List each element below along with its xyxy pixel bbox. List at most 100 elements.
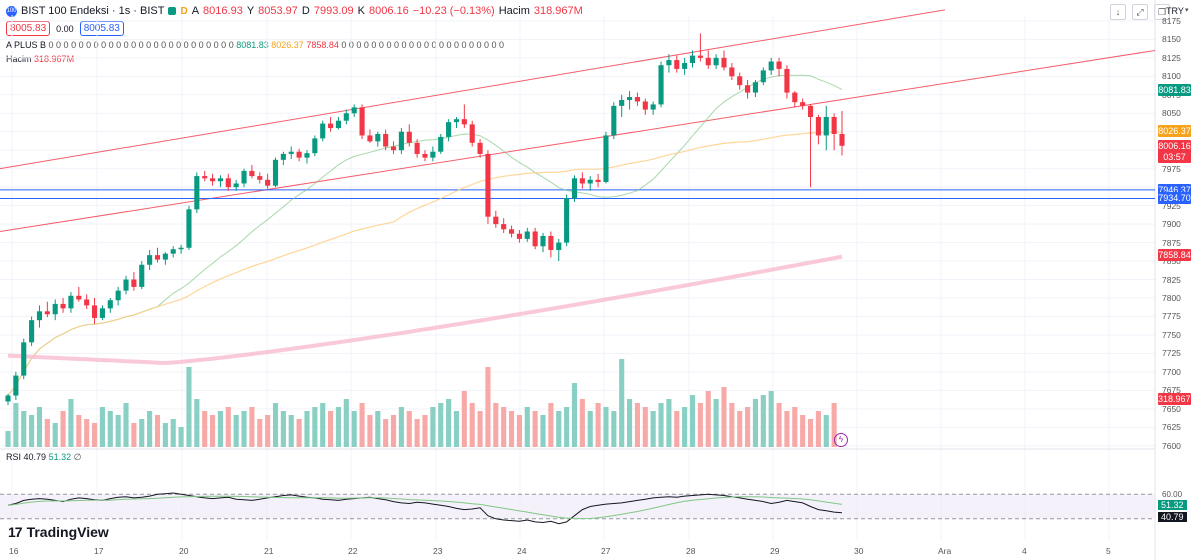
volume-bar bbox=[304, 411, 310, 447]
bid-button[interactable]: 8005.83 bbox=[6, 21, 51, 36]
volume-bar bbox=[44, 419, 50, 447]
volume-bar bbox=[713, 399, 719, 447]
candle-body bbox=[233, 183, 239, 188]
volume-bar bbox=[461, 391, 467, 447]
volume-bar bbox=[587, 411, 593, 447]
volume-bar bbox=[705, 391, 711, 447]
volume-row-value: 318.967M bbox=[34, 54, 75, 64]
candle-body bbox=[107, 300, 113, 309]
volume-bar bbox=[721, 387, 727, 447]
volume-indicator-row[interactable]: Hacim 318.967M bbox=[6, 54, 74, 64]
candle-body bbox=[579, 178, 585, 184]
volume-bar bbox=[280, 411, 286, 447]
candle-body bbox=[343, 113, 349, 121]
price-tick-label: 7900 bbox=[1162, 219, 1181, 230]
candle-body bbox=[745, 85, 751, 93]
currency-dropdown-icon[interactable]: ▾ bbox=[1185, 7, 1189, 14]
symbol-title[interactable]: BIST 100 Endeksi · 1s · BIST bbox=[21, 5, 165, 17]
volume-bar bbox=[328, 411, 334, 447]
volume-bar bbox=[611, 411, 617, 447]
ohlc-close: 8006.16 bbox=[368, 5, 409, 17]
candle-body bbox=[225, 178, 231, 188]
volume-bar bbox=[682, 407, 688, 447]
rsi-60-label: 60.00 bbox=[1162, 490, 1183, 499]
rsi-line bbox=[7, 492, 843, 525]
volume-bar bbox=[430, 407, 436, 447]
price-tag: 8006.16 bbox=[1158, 139, 1191, 152]
candle-body bbox=[178, 247, 184, 250]
price-tick-label: 8100 bbox=[1162, 71, 1181, 82]
volume-bar bbox=[689, 395, 696, 447]
maximize-icon[interactable]: ⤢ bbox=[1132, 4, 1148, 20]
brand[interactable]: 17 TradingView bbox=[8, 524, 109, 540]
rsi-zero: ∅ bbox=[73, 452, 82, 462]
bid-ask-row: 8005.83 0.00 8005.83 bbox=[6, 21, 124, 36]
candle-body bbox=[469, 124, 475, 143]
candle-body bbox=[508, 229, 515, 234]
price-tag: 03:57 bbox=[1158, 150, 1191, 163]
volume-bar bbox=[202, 411, 208, 447]
candle-body bbox=[241, 170, 247, 184]
candle-body bbox=[115, 290, 121, 301]
volume-bar bbox=[257, 419, 263, 447]
candle-body bbox=[815, 116, 821, 136]
channel-lower-line bbox=[0, 49, 1156, 232]
volume-bar bbox=[5, 431, 11, 447]
volume-bar bbox=[265, 415, 271, 447]
candle-body bbox=[768, 61, 774, 71]
volume-bar bbox=[154, 415, 161, 447]
arrow-down-icon[interactable]: ↓ bbox=[1110, 4, 1126, 20]
candle-body bbox=[60, 303, 66, 309]
candle-body bbox=[280, 153, 286, 160]
volume-bar bbox=[831, 403, 837, 447]
ask-button[interactable]: 8005.83 bbox=[79, 21, 124, 36]
volume-row-label: Hacim bbox=[6, 54, 32, 64]
candle-body bbox=[682, 63, 688, 69]
volume-bar bbox=[729, 403, 735, 447]
candle-body bbox=[532, 231, 538, 247]
candle-body bbox=[335, 120, 342, 129]
candle-body bbox=[29, 320, 35, 343]
candle-body bbox=[351, 107, 357, 114]
volume-bar bbox=[532, 411, 538, 447]
candle-body bbox=[131, 279, 137, 287]
volume-bar bbox=[343, 399, 349, 447]
currency-label[interactable]: TRY bbox=[1166, 6, 1184, 16]
volume-bar bbox=[634, 403, 640, 447]
candle-body bbox=[76, 295, 82, 300]
lightning-icon[interactable]: ϟ bbox=[834, 433, 848, 447]
volume-bar bbox=[438, 403, 444, 447]
rsi-label: RSI bbox=[6, 452, 22, 462]
candle-body bbox=[477, 142, 483, 154]
volume-bar bbox=[406, 411, 412, 447]
candle-body bbox=[406, 131, 412, 143]
rsi-header[interactable]: RSI 40.79 51.32 ∅ bbox=[6, 452, 81, 463]
candle-body bbox=[186, 209, 192, 248]
price-tick-label: 8050 bbox=[1162, 108, 1181, 119]
indicator-row[interactable]: A PLUS B 0 0 0 0 0 0 0 0 0 0 0 0 0 0 0 0… bbox=[6, 40, 504, 50]
candle-body bbox=[249, 170, 255, 177]
candle-body bbox=[674, 60, 680, 69]
volume-bar bbox=[556, 411, 562, 447]
candle-body bbox=[792, 92, 798, 103]
candle-body bbox=[784, 68, 790, 93]
volume-bar bbox=[76, 415, 82, 447]
volume-bar bbox=[351, 411, 357, 447]
volume-bar bbox=[516, 415, 522, 447]
price-tick-label: 7600 bbox=[1162, 440, 1181, 451]
candle-body bbox=[154, 255, 161, 260]
header-volume-value: 318.967M bbox=[533, 5, 583, 17]
candle-body bbox=[390, 146, 397, 151]
volume-bar bbox=[36, 407, 43, 447]
candle-body bbox=[170, 249, 176, 254]
candle-body bbox=[587, 179, 593, 184]
volume-bars bbox=[5, 359, 837, 447]
price-tick-label: 7650 bbox=[1162, 403, 1181, 414]
price-tick-label: 8125 bbox=[1162, 52, 1181, 63]
candle-body bbox=[752, 82, 759, 93]
volume-bar bbox=[21, 411, 27, 447]
candle-body bbox=[217, 178, 223, 182]
volume-bar bbox=[768, 391, 774, 447]
candle-body bbox=[44, 311, 50, 315]
